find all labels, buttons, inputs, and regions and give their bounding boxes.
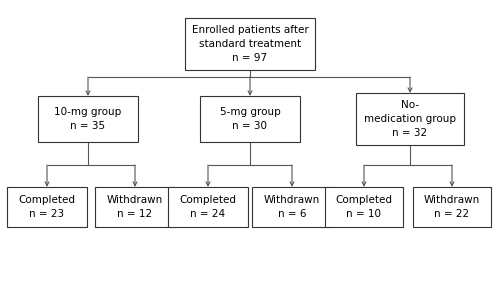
Text: 10-mg group
n = 35: 10-mg group n = 35: [54, 107, 122, 131]
Text: Enrolled patients after
standard treatment
n = 97: Enrolled patients after standard treatme…: [192, 25, 308, 63]
Bar: [7, 187, 87, 227]
Bar: [168, 187, 248, 227]
Text: Completed
n = 10: Completed n = 10: [336, 195, 392, 219]
Bar: [356, 93, 464, 145]
Bar: [38, 96, 138, 142]
Text: Withdrawn
n = 22: Withdrawn n = 22: [424, 195, 480, 219]
Bar: [413, 187, 491, 227]
Text: 5-mg group
n = 30: 5-mg group n = 30: [220, 107, 280, 131]
Bar: [200, 96, 300, 142]
Bar: [325, 187, 403, 227]
Bar: [95, 187, 175, 227]
Bar: [185, 18, 315, 70]
Text: Withdrawn
n = 12: Withdrawn n = 12: [107, 195, 163, 219]
Text: Completed
n = 23: Completed n = 23: [18, 195, 76, 219]
Text: Withdrawn
n = 6: Withdrawn n = 6: [264, 195, 320, 219]
Text: Completed
n = 24: Completed n = 24: [180, 195, 236, 219]
Text: No-
medication group
n = 32: No- medication group n = 32: [364, 100, 456, 138]
Bar: [252, 187, 332, 227]
